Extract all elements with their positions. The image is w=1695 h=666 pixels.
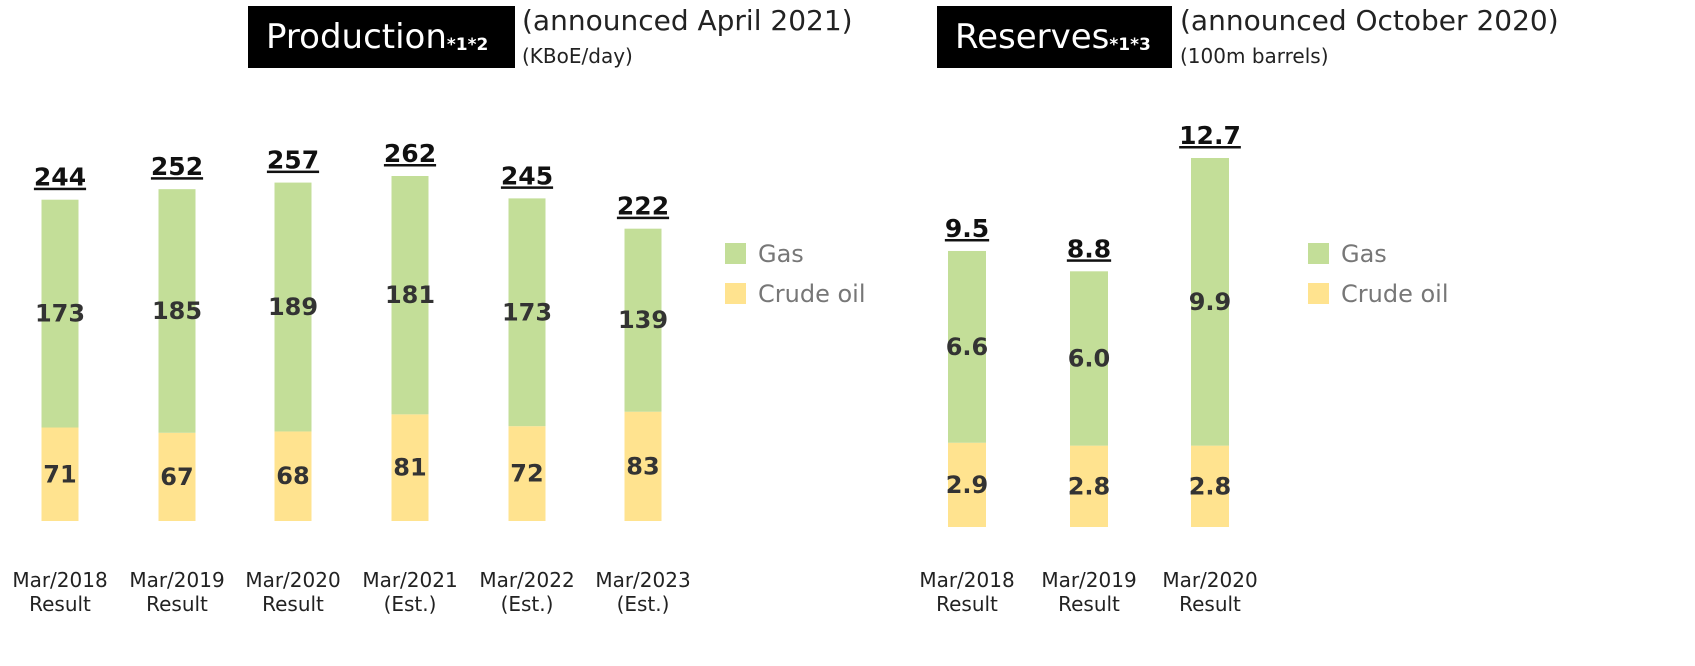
- legend-label: Crude oil: [758, 280, 865, 308]
- x-tick-label: Mar/2021 (Est.): [362, 568, 458, 616]
- total-label: 8.8: [1067, 234, 1111, 263]
- total-label: 222: [617, 192, 669, 221]
- total-label: 245: [501, 161, 553, 190]
- title: Production: [266, 17, 447, 57]
- value-label: 83: [626, 452, 659, 480]
- value-label: 67: [160, 463, 193, 491]
- value-label: 189: [268, 293, 318, 321]
- x-tick-label: Mar/2018 Result: [12, 568, 108, 616]
- bar-segment: [391, 414, 429, 521]
- bar-segment: [158, 189, 196, 433]
- legend-swatch: [1308, 243, 1329, 264]
- title: Reserves: [955, 17, 1110, 57]
- value-label: 6.6: [946, 333, 989, 361]
- bar-segment: [948, 442, 986, 527]
- x-tick-label: Mar/2019 Result: [129, 568, 225, 616]
- value-label: 9.9: [1189, 288, 1232, 316]
- total-label: 9.5: [945, 214, 989, 243]
- bar-segment: [624, 228, 662, 412]
- title-box: Production*1*2: [248, 6, 515, 68]
- total-label: 257: [267, 146, 319, 175]
- legend-swatch: [725, 283, 746, 304]
- bar-segment: [41, 199, 79, 428]
- bar-segment: [274, 182, 312, 432]
- total-label: 244: [34, 163, 86, 192]
- value-label: 185: [152, 297, 202, 325]
- value-label: 6.0: [1068, 344, 1111, 372]
- unit: (100m barrels): [1180, 44, 1329, 68]
- legend-label: Gas: [758, 240, 804, 268]
- value-label: 81: [393, 454, 426, 482]
- subtitle: (announced October 2020): [1180, 4, 1559, 37]
- total-label: 12.7: [1179, 121, 1241, 150]
- bar-segment: [1191, 445, 1229, 527]
- legend-swatch: [725, 243, 746, 264]
- value-label: 71: [43, 460, 76, 488]
- x-tick-label: Mar/2020 Result: [1162, 568, 1258, 616]
- bar-segment: [508, 198, 546, 427]
- value-label: 2.8: [1068, 472, 1111, 500]
- x-tick-label: Mar/2022 (Est.): [479, 568, 575, 616]
- total-label: 262: [384, 139, 436, 168]
- legend-swatch: [1308, 283, 1329, 304]
- title-box: Reserves*1*3: [937, 6, 1172, 68]
- x-tick-label: Mar/2020 Result: [245, 568, 341, 616]
- bar-segment: [1070, 271, 1108, 446]
- bar-segment: [1191, 158, 1229, 446]
- value-label: 2.8: [1189, 472, 1232, 500]
- value-label: 181: [385, 281, 435, 309]
- bar-segment: [391, 176, 429, 415]
- legend-label: Gas: [1341, 240, 1387, 268]
- value-label: 173: [502, 298, 552, 326]
- value-label: 68: [276, 462, 309, 490]
- unit: (KBoE/day): [522, 44, 633, 68]
- bar-segment: [41, 427, 79, 521]
- title-note: *1*2: [446, 35, 489, 55]
- x-tick-label: Mar/2019 Result: [1041, 568, 1137, 616]
- x-tick-label: Mar/2018 Result: [919, 568, 1015, 616]
- value-label: 139: [618, 306, 668, 334]
- legend-label: Crude oil: [1341, 280, 1448, 308]
- x-tick-label: Mar/2023 (Est.): [595, 568, 691, 616]
- total-label: 252: [151, 152, 203, 181]
- subtitle: (announced April 2021): [522, 4, 853, 37]
- bar-segment: [948, 250, 986, 443]
- value-label: 173: [35, 300, 85, 328]
- bar-segment: [624, 411, 662, 521]
- bar-segment: [508, 426, 546, 521]
- bar-segment: [1070, 445, 1108, 527]
- bar-segment: [274, 431, 312, 521]
- value-label: 2.9: [946, 471, 989, 499]
- value-label: 72: [510, 460, 543, 488]
- title-note: *1*3: [1109, 35, 1151, 55]
- bar-segment: [158, 432, 196, 521]
